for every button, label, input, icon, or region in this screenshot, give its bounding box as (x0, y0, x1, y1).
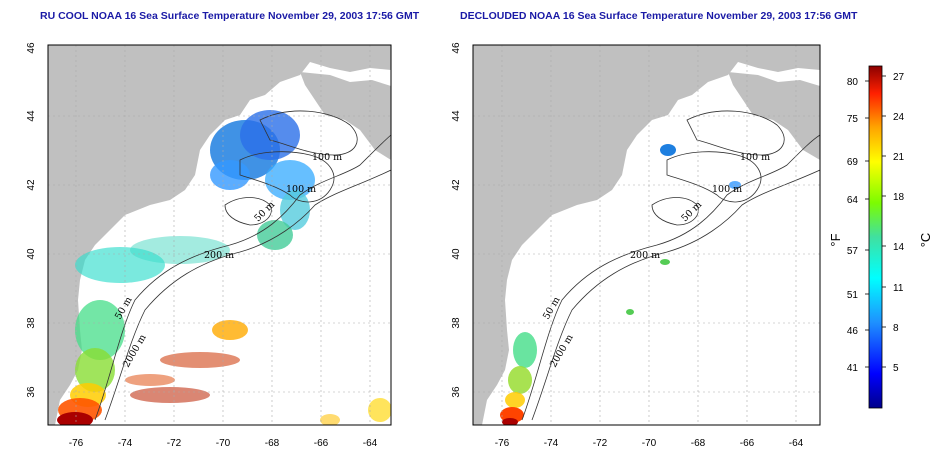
left-grid (48, 45, 391, 425)
left-x-tick: -76 (69, 438, 84, 449)
colorbar-c-tick: 18 (893, 192, 905, 203)
colorbar-celsius-ticks: 27 24 21 18 14 11 8 5 (893, 72, 905, 374)
right-x-tick: -74 (544, 438, 559, 449)
right-y-tick: 42 (451, 179, 462, 191)
colorbar-f-tick: 75 (847, 114, 859, 125)
colorbar: 80 75 69 64 57 51 46 41 27 24 21 18 14 1… (828, 65, 933, 409)
right-contour-label-100m-a: 100 m (740, 152, 770, 163)
colorbar-c-tick: 21 (893, 152, 905, 163)
left-sst-field (57, 110, 391, 425)
left-x-tick: -66 (314, 438, 329, 449)
left-land (48, 45, 391, 425)
colorbar-f-tick: 64 (847, 195, 859, 206)
colorbar-c-tick: 5 (893, 363, 899, 374)
right-grid (473, 45, 820, 425)
right-x-tick: -76 (495, 438, 510, 449)
right-contour-label-100m-b: 100 m (712, 184, 742, 195)
left-y-tick: 42 (26, 179, 37, 191)
right-y-tick: 36 (451, 386, 462, 398)
left-contour-label-100m-b: 100 m (286, 184, 316, 195)
right-y-tick: 46 (451, 42, 462, 54)
left-y-tick: 38 (26, 317, 37, 329)
left-y-tick: 44 (26, 110, 37, 122)
right-y-tick: 44 (451, 110, 462, 122)
colorbar-c-tick: 14 (893, 242, 905, 253)
right-x-tick: -72 (593, 438, 608, 449)
colorbar-c-tick: 11 (893, 283, 904, 294)
colorbar-f-tick: 51 (847, 290, 859, 301)
colorbar-c-tick: 27 (893, 72, 905, 83)
left-landmass-east (300, 72, 391, 160)
left-y-axis: 36 38 40 42 44 46 (26, 42, 37, 398)
left-contour-label-200m: 200 m (204, 250, 234, 261)
colorbar-fahrenheit-label: °F (828, 233, 843, 246)
left-x-axis: -76 -74 -72 -70 -68 -66 -64 (69, 438, 378, 449)
colorbar-f-tick: 57 (847, 246, 859, 257)
colorbar-f-tick: 80 (847, 77, 859, 88)
right-map: 100 m 100 m 50 m 200 m 50 m 2000 m -76 -… (451, 42, 821, 449)
colorbar-gradient (868, 65, 883, 409)
left-x-tick: -74 (118, 438, 133, 449)
right-y-tick: 38 (451, 317, 462, 329)
right-x-tick: -64 (789, 438, 804, 449)
colorbar-f-tick: 41 (847, 363, 859, 374)
left-x-tick: -72 (167, 438, 182, 449)
left-y-tick: 40 (26, 248, 37, 260)
right-x-tick: -66 (740, 438, 755, 449)
left-x-tick: -68 (265, 438, 280, 449)
right-x-tick: -68 (691, 438, 706, 449)
left-contour-label-100m-a: 100 m (312, 152, 342, 163)
colorbar-celsius-label: °C (918, 233, 933, 248)
left-x-tick: -64 (363, 438, 378, 449)
right-land (473, 45, 820, 425)
left-x-tick: -70 (216, 438, 231, 449)
left-map-title: RU COOL NOAA 16 Sea Surface Temperature … (40, 10, 420, 22)
right-y-axis: 36 38 40 42 44 46 (451, 42, 462, 398)
right-map-title: DECLOUDED NOAA 16 Sea Surface Temperatur… (460, 10, 858, 22)
right-x-axis: -76 -74 -72 -70 -68 -66 -64 (495, 438, 804, 449)
right-bathymetry-contours (521, 110, 820, 421)
colorbar-f-tick: 69 (847, 157, 859, 168)
left-bathymetry-contours (94, 110, 391, 421)
colorbar-f-tick: 46 (847, 326, 859, 337)
colorbar-c-tick: 24 (893, 112, 905, 123)
left-map: 100 m 100 m 50 m 200 m 50 m 2000 m -76 -… (26, 42, 392, 449)
right-y-tick: 40 (451, 248, 462, 260)
right-x-tick: -70 (642, 438, 657, 449)
right-contour-label-200m: 200 m (630, 250, 660, 261)
colorbar-fahrenheit-ticks: 80 75 69 64 57 51 46 41 (847, 77, 859, 374)
left-y-tick: 46 (26, 42, 37, 54)
left-y-tick: 36 (26, 386, 37, 398)
colorbar-c-tick: 8 (893, 323, 899, 334)
